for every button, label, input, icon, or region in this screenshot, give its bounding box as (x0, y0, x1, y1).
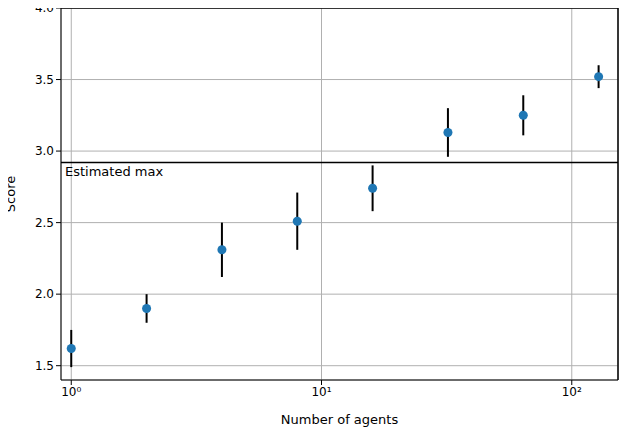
svg-text:10⁰: 10⁰ (61, 385, 81, 399)
svg-text:3.5: 3.5 (35, 73, 54, 87)
svg-text:Score: Score (8, 176, 18, 212)
svg-text:Number of agents: Number of agents (281, 412, 399, 427)
svg-text:4.0: 4.0 (35, 8, 54, 15)
svg-text:2.5: 2.5 (35, 216, 54, 230)
svg-text:10²: 10² (562, 385, 582, 399)
svg-text:3.0: 3.0 (35, 144, 54, 158)
svg-text:1.5: 1.5 (35, 359, 54, 373)
svg-text:2.0: 2.0 (35, 287, 54, 301)
svg-text:Estimated max: Estimated max (65, 164, 163, 179)
svg-text:10¹: 10¹ (311, 385, 331, 399)
